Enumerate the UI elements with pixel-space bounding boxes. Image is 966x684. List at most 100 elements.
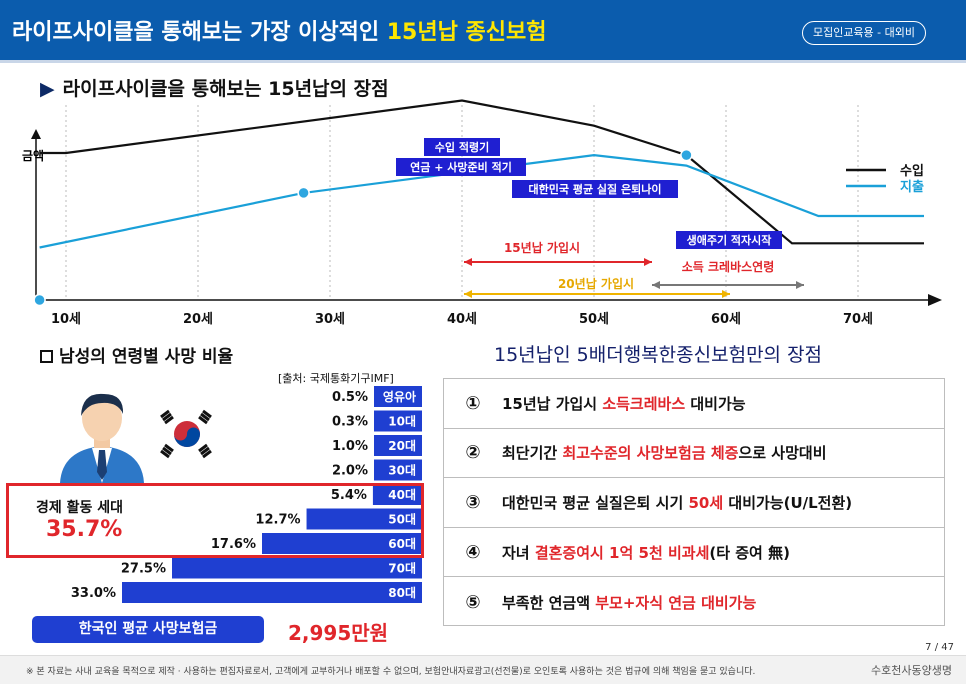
death-rate-source: [출처: 국제통화기구IMF]	[278, 372, 394, 385]
confidential-badge: 모집인교육용 - 대외비	[801, 21, 926, 45]
range-20yr-arrowhead-right	[722, 290, 730, 298]
death-bar-category-0: 영유아	[383, 389, 416, 404]
death-rate-title: 남성의 연령별 사망 비율	[40, 342, 233, 367]
benefit-number-2: ②	[465, 442, 481, 464]
annotation-20yr: 20년납 가입시	[558, 276, 634, 291]
annotation-box-1-line1: 수입 적령기	[435, 140, 489, 154]
footer-disclaimer: ※ 본 자료는 사내 교육을 목적으로 제작 · 사용하는 편집자료로서, 고객…	[26, 667, 756, 677]
legend-income-label: 수입	[900, 164, 924, 179]
intersection-marker-1	[680, 148, 693, 162]
death-bar-value-3: 2.0%	[332, 464, 368, 479]
range-crevasse-arrowhead-left	[652, 281, 660, 289]
death-bar-value-7: 27.5%	[121, 562, 166, 577]
lifecycle-chart: 금액 10세 20세 30세 40세 50세 60세 70세 수입 적령기 연금 + 사망준…	[22, 99, 942, 327]
benefit-text-4: 자녀 결혼증여시 1억 5천 비과세(타 증여 無)	[502, 542, 790, 563]
annotation-box-2-text: 대한민국 평균 실질 은퇴나이	[529, 182, 662, 196]
benefit-text-post: 대비가능(U/L전환)	[723, 493, 853, 512]
x-tick-label-20: 20세	[183, 312, 213, 327]
death-bar-category-6: 60대	[388, 537, 416, 551]
benefit-text-1: 15년납 가입시 소득크레바스 대비가능	[502, 393, 746, 414]
death-bar-value-1: 0.3%	[332, 415, 368, 430]
benefit-text-post: 대비가능	[685, 394, 746, 413]
intersection-marker-0	[297, 186, 310, 200]
annotation-box-3	[676, 231, 782, 249]
x-tick-label-60: 60세	[711, 312, 741, 327]
annotation-box-2	[512, 180, 678, 198]
benefit-text-post: 으로 사망대비	[738, 444, 827, 463]
lifecycle-section-title-text: 라이프사이클을 통해보는 15년납의 장점	[62, 78, 389, 100]
page-number: 7 / 47	[925, 642, 954, 653]
benefit-text-pre: 자녀	[502, 543, 535, 562]
death-bar-5	[306, 508, 422, 530]
benefit-text-pre: 대한민국 평균 실질은퇴 시기	[502, 493, 689, 512]
death-bar-8	[122, 582, 422, 603]
x-tick-label-30: 30세	[315, 312, 345, 327]
death-bar-category-4: 40대	[388, 488, 416, 502]
x-tick-label-50: 50세	[579, 312, 609, 327]
benefit-text-highlight: 최고수준의 사망보험금 체증	[562, 444, 739, 463]
benefit-text-2: 최단기간 최고수준의 사망보험금 체증으로 사망대비	[502, 442, 827, 463]
benefit-number-1: ①	[465, 392, 481, 414]
benefits-title: 15년납인 5배더행복한종신보험만의 장점	[494, 344, 823, 366]
x-tick-label-70: 70세	[843, 312, 873, 327]
benefit-text-highlight: 결혼증여시 1억 5천 비과세	[534, 543, 710, 562]
benefits-table: ① 15년납 가입시 소득크레바스 대비가능 ② 최단기간 최고수준의 사망보험금 체…	[443, 378, 945, 626]
x-tick-label-10: 10세	[51, 312, 81, 327]
y-axis-label: 금액	[22, 149, 44, 163]
death-rate-title-text: 남성의 연령별 사망 비율	[59, 347, 234, 367]
series-line-expense	[39, 153, 924, 249]
footer-brand: 수호천사동양생명	[871, 664, 952, 677]
annotation-box-1	[424, 138, 500, 156]
range-crevasse-arrowhead-right	[796, 281, 804, 289]
triangle-bullet-icon: ▶	[40, 78, 55, 100]
economic-generation-value: 35.7%	[46, 517, 123, 542]
annotation-box-1-line2: 연금 + 사망준비 적기	[410, 160, 512, 174]
businessman-icon	[60, 393, 144, 483]
death-bar-value-8: 33.0%	[71, 586, 116, 601]
page-title: 라이프사이클을 통해보는 가장 이상적인 15년납 종신보험	[12, 14, 546, 46]
average-payout-value: 2,995만원	[288, 621, 389, 645]
x-tick-label-40: 40세	[447, 312, 477, 327]
average-payout-label: 한국인 평균 사망보험금	[32, 616, 264, 643]
death-bar-value-0: 0.5%	[332, 390, 368, 405]
page-title-main: 라이프사이클을 통해보는 가장 이상적인	[12, 20, 387, 45]
death-bar-3	[374, 459, 422, 481]
benefit-row-4: ④ 자녀 결혼증여시 1억 5천 비과세(타 증여 無)	[444, 528, 944, 578]
death-bar-4	[372, 484, 422, 505]
death-bar-category-7: 70대	[388, 562, 416, 576]
benefit-text-highlight: 소득크레바스	[602, 394, 686, 413]
annotation-box-3-text: 생애주기 적자시작	[687, 233, 772, 247]
intersection-marker-2	[33, 293, 46, 307]
benefit-number-5: ⑤	[465, 591, 481, 613]
benefit-row-1: ① 15년납 가입시 소득크레바스 대비가능	[444, 379, 944, 429]
benefit-row-3: ③ 대한민국 평균 실질은퇴 시기 50세 대비가능(U/L전환)	[444, 478, 944, 528]
benefit-text-post: (타 증여 無)	[709, 543, 790, 562]
death-rate-chart: 영유아 0.5% 10대 0.3% 20대 1.0% 30대 2.0% 40대 5.4% 50대 12…	[71, 386, 422, 603]
death-bar-value-2: 1.0%	[332, 439, 368, 454]
death-bar-2	[374, 435, 422, 456]
benefit-number-4: ④	[465, 541, 481, 563]
death-bar-7	[172, 557, 422, 579]
death-bar-category-8: 80대	[388, 586, 416, 600]
header-bar: 라이프사이클을 통해보는 가장 이상적인 15년납 종신보험 모집인교육용 - …	[0, 0, 966, 63]
death-bar-category-5: 50대	[388, 513, 416, 527]
benefit-text-pre: 부족한 연금액	[502, 593, 596, 612]
annotation-15yr: 15년납 가입시	[504, 240, 580, 255]
benefit-text-pre: 15년납 가입시	[502, 394, 603, 413]
death-bar-category-2: 20대	[388, 439, 416, 453]
korea-flag-icon	[156, 408, 218, 460]
benefit-text-highlight: 부모+자식 연금 대비가능	[595, 593, 757, 612]
x-axis-arrow-icon	[928, 294, 942, 306]
legend-expense-label: 지출	[900, 179, 924, 195]
death-bar-category-3: 30대	[388, 464, 416, 478]
checkbox-icon	[40, 350, 53, 363]
highlight-box-economic-generation	[6, 483, 424, 558]
death-bar-6	[262, 533, 422, 554]
benefit-text-5: 부족한 연금액 부모+자식 연금 대비가능	[502, 592, 756, 613]
death-bar-value-6: 17.6%	[211, 537, 256, 552]
death-bar-value-5: 12.7%	[255, 513, 300, 528]
benefit-row-5: ⑤ 부족한 연금액 부모+자식 연금 대비가능	[444, 577, 944, 627]
range-15yr-arrowhead-left	[464, 258, 472, 266]
annotation-box-1b	[396, 158, 526, 176]
economic-generation-label: 경제 활동 세대	[36, 500, 124, 516]
